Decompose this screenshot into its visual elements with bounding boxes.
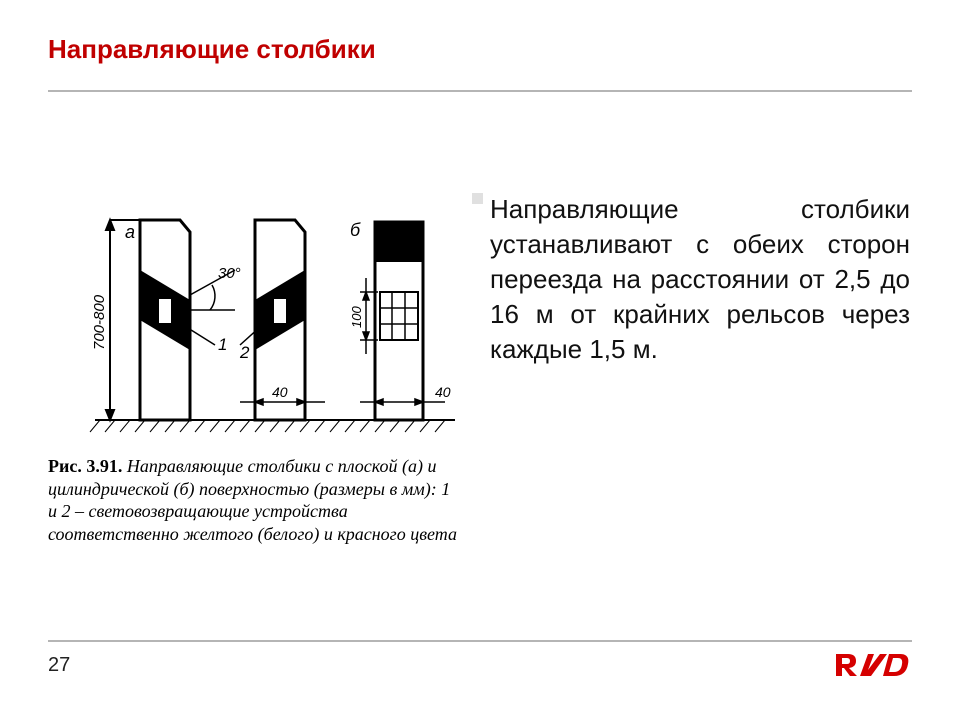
page-title: Направляющие столбики <box>48 34 376 65</box>
dim-40a: 40 <box>272 384 288 400</box>
figure-caption: Рис. 3.91. Направляющие столбики с плоск… <box>48 455 458 545</box>
figure-guide-posts: 700-800 а 30° 1 2 <box>40 200 460 445</box>
page-number: 27 <box>48 654 70 677</box>
label-angle: 30° <box>218 265 241 282</box>
bullet-icon <box>472 193 483 204</box>
label-b: б <box>350 220 361 240</box>
caption-lead: Рис. 3.91. <box>48 456 122 476</box>
divider-top <box>48 90 912 92</box>
rzd-logo <box>834 648 912 682</box>
divider-bottom <box>48 640 912 642</box>
body-paragraph: Направляющие столбики устанавливают с об… <box>490 192 910 367</box>
slide: Направляющие столбики Направляющие столб… <box>0 0 960 720</box>
post-a-front <box>140 220 190 420</box>
dim-height: 700-800 <box>91 294 108 350</box>
dim-100: 100 <box>349 306 364 328</box>
dim-40b: 40 <box>435 384 451 400</box>
label-1: 1 <box>218 335 227 354</box>
post-b <box>375 222 423 420</box>
label-a: а <box>125 222 135 242</box>
label-2: 2 <box>239 343 250 362</box>
